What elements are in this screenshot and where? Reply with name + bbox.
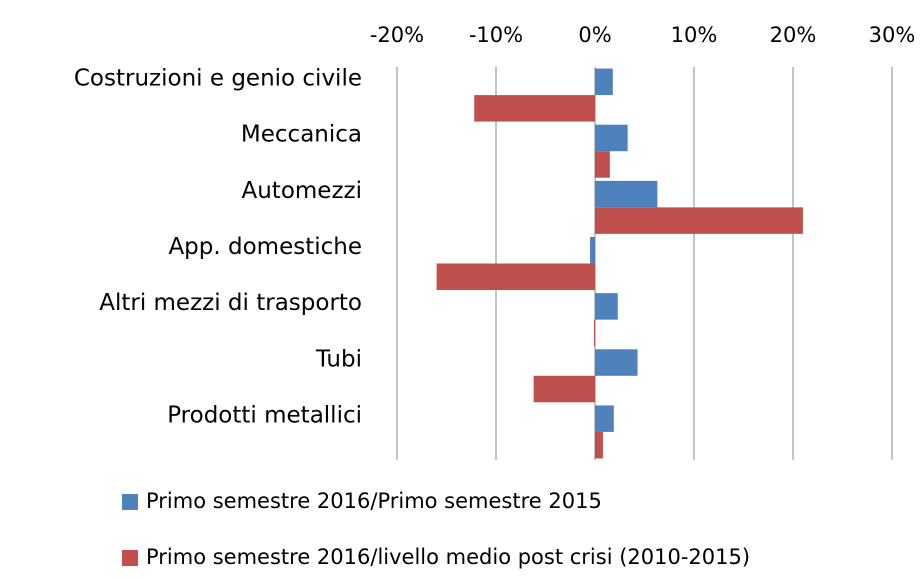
- bar: [595, 405, 614, 432]
- legend-label: Primo semestre 2016/Primo semestre 2015: [146, 489, 602, 513]
- x-tick-label: -10%: [469, 23, 523, 47]
- x-tick-label: -20%: [370, 23, 424, 47]
- x-tick-label: 10%: [671, 23, 718, 47]
- y-tick-label: Meccanica: [241, 122, 362, 148]
- legend-swatch: [122, 494, 138, 510]
- bar: [533, 375, 595, 403]
- bar: [595, 349, 638, 376]
- x-tick-label: 20%: [770, 23, 817, 47]
- y-tick-label: Automezzi: [242, 178, 363, 204]
- y-tick-label: Altri mezzi di trasporto: [99, 290, 362, 316]
- y-tick-label: App. domestiche: [168, 234, 362, 260]
- y-tick-label: Prodotti metallici: [167, 402, 362, 428]
- bar: [474, 95, 595, 122]
- legend-swatch: [122, 550, 138, 566]
- x-tick-label: 30%: [869, 23, 916, 47]
- y-tick-label: Tubi: [315, 346, 362, 372]
- bar: [595, 124, 628, 152]
- bar: [595, 207, 803, 234]
- bar: [595, 431, 603, 459]
- bar: [595, 68, 613, 96]
- x-tick-label: 0%: [578, 23, 611, 47]
- bar: [594, 319, 596, 347]
- bar: [595, 151, 610, 178]
- bar: [590, 237, 595, 264]
- bar: [595, 293, 618, 320]
- bar: [595, 180, 658, 208]
- legend-label: Primo semestre 2016/livello medio post c…: [146, 545, 750, 569]
- y-tick-label: Costruzioni e genio civile: [74, 66, 362, 92]
- bar: [436, 263, 595, 290]
